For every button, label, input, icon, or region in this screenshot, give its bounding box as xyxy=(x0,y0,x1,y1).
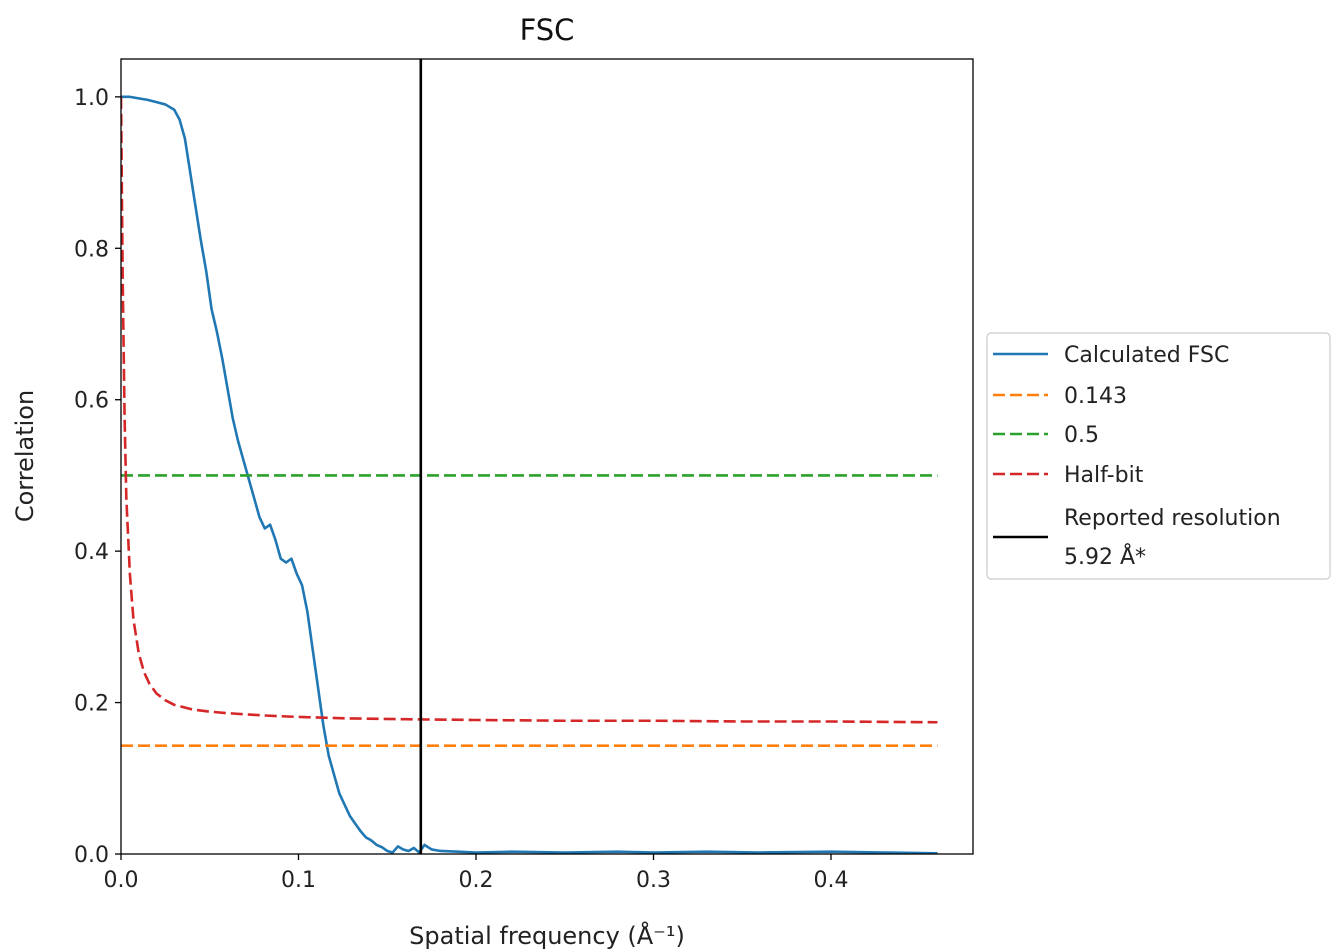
legend-box xyxy=(986,332,1331,580)
legend-label-calculated-fsc: Calculated FSC xyxy=(1064,343,1229,368)
plot-frame xyxy=(120,58,974,855)
x-tick-label: 0.3 xyxy=(636,868,671,893)
x-axis-title: Spatial frequency (Å⁻¹) xyxy=(409,921,685,950)
y-tick-label: 0.0 xyxy=(74,843,109,868)
plot-area xyxy=(120,58,974,855)
y-tick-label: 1.0 xyxy=(74,86,109,111)
chart-title: FSC xyxy=(520,13,575,47)
series-line-calculated-fsc xyxy=(121,95,938,854)
x-tick-label: 0.1 xyxy=(281,868,316,893)
y-tick-label: 0.8 xyxy=(74,237,109,262)
legend-label-half-bit: Half-bit xyxy=(1064,463,1144,488)
legend-label-0-5: 0.5 xyxy=(1064,423,1099,448)
x-tick-label: 0.0 xyxy=(104,868,139,893)
y-axis: 0.0 0.2 0.4 0.6 0.8 1.0 xyxy=(74,86,121,868)
y-tick-label: 0.2 xyxy=(74,692,109,717)
y-axis-title: Correlation xyxy=(11,390,39,522)
series-line-half-bit xyxy=(121,96,938,724)
legend-label-0-143: 0.143 xyxy=(1064,384,1127,409)
y-tick-label: 0.4 xyxy=(74,540,109,565)
y-tick-label: 0.6 xyxy=(74,389,109,414)
legend-label-resolution-value: 5.92 Å* xyxy=(1064,543,1146,570)
x-tick-label: 0.4 xyxy=(814,868,849,893)
series-layer xyxy=(121,59,938,854)
x-axis: 0.0 0.1 0.2 0.3 0.4 xyxy=(104,854,849,893)
legend-label-reported-resolution: Reported resolution xyxy=(1064,506,1281,531)
legend: Calculated FSC 0.143 0.5 Half-bit Reported r… xyxy=(986,332,1331,580)
x-tick-label: 0.2 xyxy=(459,868,494,893)
